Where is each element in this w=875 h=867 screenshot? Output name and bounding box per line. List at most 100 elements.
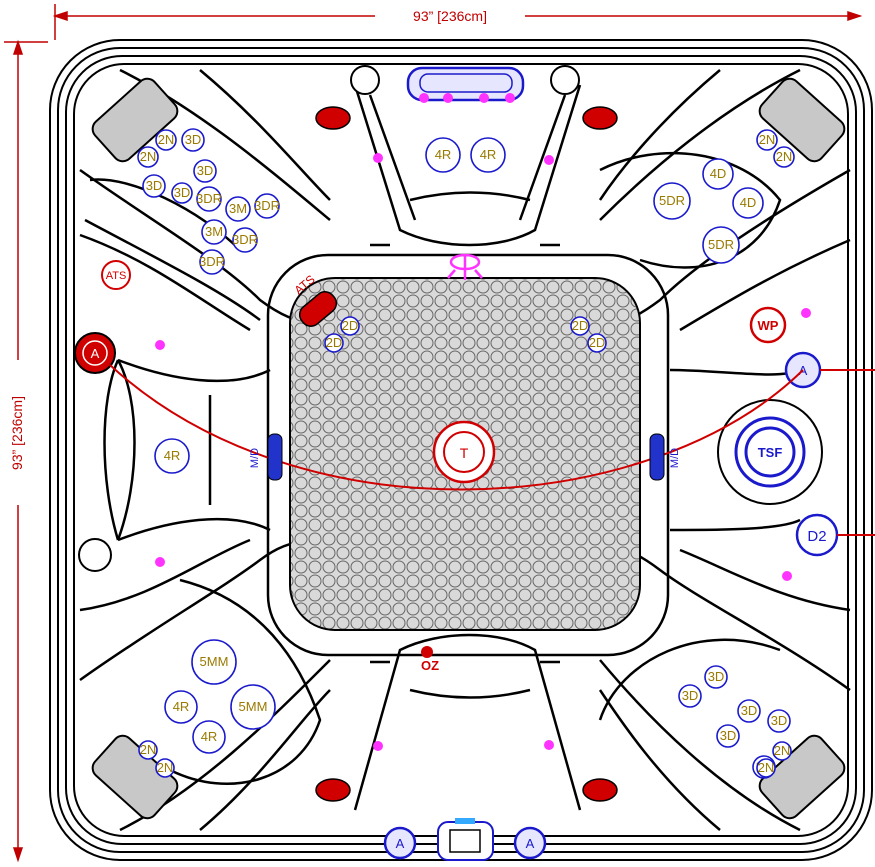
jet-38 [756,758,776,778]
d2-label: D2 [807,528,826,545]
jet-11 [199,249,225,275]
md-ports [267,433,665,481]
jet-label-32: 3D [682,688,699,703]
jet-14 [756,129,778,151]
jet-label-22: 2D [572,318,589,333]
height-dimension [4,39,48,863]
jet-label-15: 2N [776,149,793,164]
a-valve-bottom-right [513,826,547,860]
jet-label-17: 5DR [659,193,685,208]
jet-22 [570,316,590,336]
jet-label-5: 3D [174,185,191,200]
jet-19 [702,226,740,264]
jet-label-3: 3D [146,178,163,193]
md-left-label: M/D [249,448,261,468]
jet-32 [678,684,702,708]
jet-label-38: 2N [758,760,775,775]
jet-label-7: 3DR [254,198,280,213]
jet-label-1: 3D [185,132,202,147]
jet-20 [340,316,360,336]
ozone-port [421,646,433,658]
jet-label-31: 3D [708,669,725,684]
center-light-icon [447,253,483,280]
jet-7 [254,193,280,219]
jet-6 [196,186,222,212]
jet-25 [191,639,237,685]
plumbing-lines [109,364,875,536]
tsf-label: TSF [758,445,783,460]
filter [717,399,823,505]
jet-label-35: 3D [720,728,737,743]
width-dimension [52,4,863,40]
air-controls [315,106,618,802]
jet-label-34: 3D [771,713,788,728]
jet-label-12: 4R [435,147,452,162]
jet-8 [225,196,251,222]
a-valve-bottom-right-label: A [526,836,535,851]
jet-label-19: 5DR [708,237,734,252]
jet-26 [230,684,276,730]
oz-label: OZ [421,658,439,673]
jet-label-14: 2N [759,132,776,147]
jet-37 [772,741,792,761]
control-panel [437,818,494,861]
ats-badge [101,260,131,290]
jet-label-25: 5MM [200,654,229,669]
height-label: 93” [236cm] [9,396,25,470]
jet-label-8: 3M [229,201,247,216]
waterfall-top [406,66,525,102]
md-right-label: M/D [669,448,681,468]
width-label: 93” [236cm] [413,8,487,24]
jet-label-13: 4R [480,147,497,162]
grab-handles [78,65,580,572]
jet-5 [171,182,193,204]
pillows [91,77,846,820]
jet-label-24: 4R [164,448,181,463]
jet-31 [704,665,728,689]
jet-label-0: 2N [158,132,175,147]
jet-label-4: 3D [197,163,214,178]
jet-label-27: 4R [173,699,190,714]
jet-9 [201,219,227,245]
jet-label-29: 2N [140,742,157,757]
jet-13 [470,137,506,173]
jet-23 [587,333,607,353]
jet-29 [138,740,158,760]
jet-label-20: 2D [342,318,359,333]
a-valve-bottom-left-label: A [396,836,405,851]
jet-1 [181,128,205,152]
jet-4 [193,159,217,183]
jet-label-26: 5MM [239,699,268,714]
jet-24 [154,438,190,474]
jet-18 [732,187,764,219]
jet-3 [142,174,166,198]
jet-label-9: 3M [205,224,223,239]
jet-15 [773,146,795,168]
ats-label: ATS [106,270,127,282]
jet-10 [232,227,258,253]
jet-21 [324,333,344,353]
jet-label-11: 3DR [199,254,225,269]
jet-label-37: 2N [774,743,791,758]
jet-28 [192,720,226,754]
jet-16 [702,158,734,190]
led-lights [155,93,811,751]
jet-label-28: 4R [201,729,218,744]
jet-label-33: 3D [741,703,758,718]
jet-17 [653,182,691,220]
jet-35 [716,724,740,748]
jet-label-6: 3DR [196,191,222,206]
diverter-valve [298,291,338,327]
a-valve-left-label: A [91,346,100,361]
jet-2 [137,146,159,168]
jet-label-21: 2D [326,335,343,350]
jet-34 [767,709,791,733]
a-valve-bottom-left [383,826,417,860]
jet-label-16: 4D [710,166,727,181]
jet-label-23: 2D [589,335,606,350]
jet-label-18: 4D [740,195,757,210]
wp-badge [749,306,787,344]
drain-label: T [460,445,469,461]
